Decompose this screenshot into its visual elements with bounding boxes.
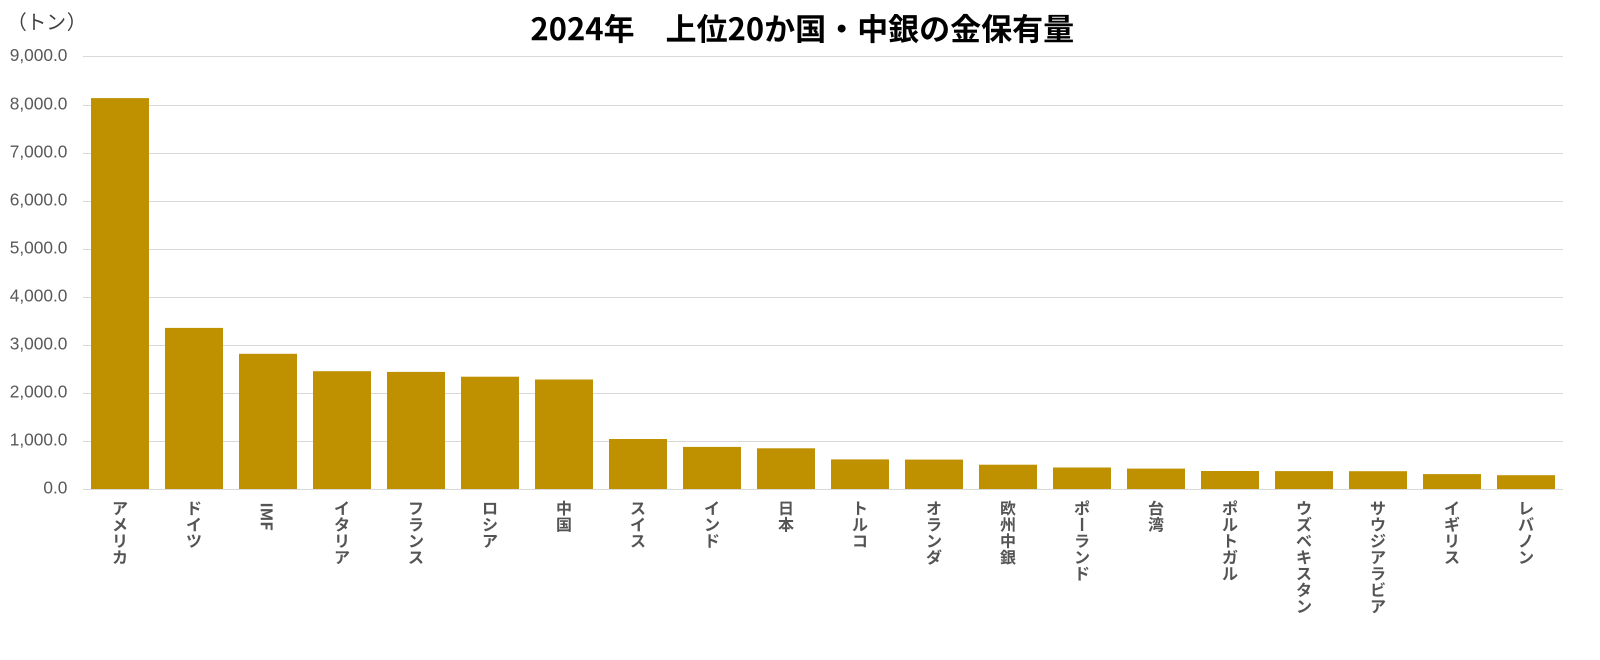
svg-text:6,000.0: 6,000.0 <box>10 189 68 209</box>
svg-text:5,000.0: 5,000.0 <box>10 237 68 257</box>
svg-text:4,000.0: 4,000.0 <box>10 286 68 306</box>
svg-text:1,000.0: 1,000.0 <box>10 430 68 450</box>
svg-text:2,000.0: 2,000.0 <box>10 382 68 402</box>
svg-text:0.0: 0.0 <box>43 478 67 498</box>
svg-text:8,000.0: 8,000.0 <box>10 93 68 113</box>
svg-text:7,000.0: 7,000.0 <box>10 141 68 161</box>
svg-text:9,000.0: 9,000.0 <box>10 45 68 65</box>
svg-text:3,000.0: 3,000.0 <box>10 334 68 354</box>
